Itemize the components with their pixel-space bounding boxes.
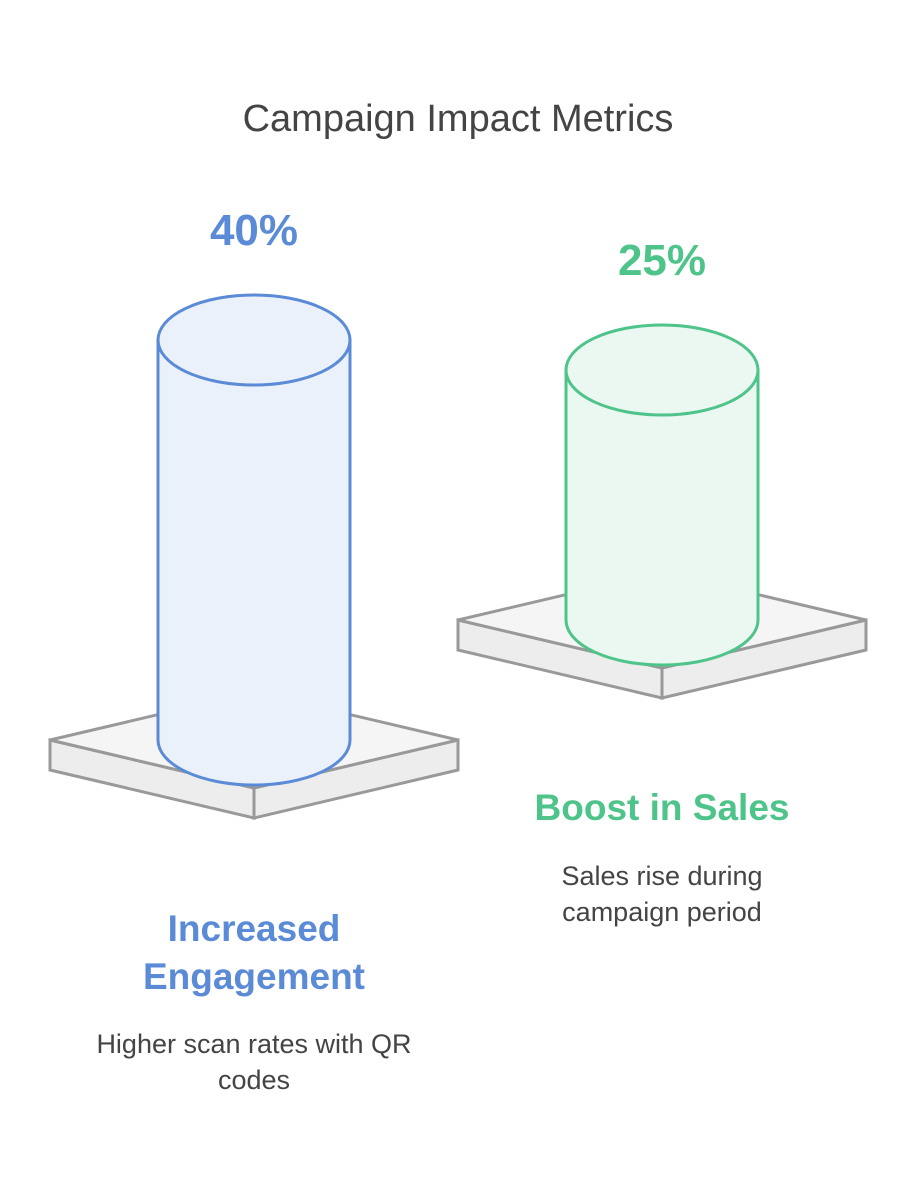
cylinder-top — [564, 323, 760, 417]
category-label: Boost in Sales — [534, 787, 790, 828]
cylinder — [564, 368, 760, 667]
item — [48, 293, 460, 820]
chart-title: Campaign Impact Metrics — [242, 98, 674, 140]
description: Sales rise during campaign period — [561, 861, 763, 927]
item — [456, 323, 868, 700]
value-label: 40% — [209, 206, 299, 255]
cylinder — [156, 338, 352, 787]
category-label: Increased Engagement — [142, 908, 366, 997]
cylinder-top — [156, 293, 352, 387]
value-label: 25% — [617, 236, 707, 285]
description: Higher scan rates with QR codes — [96, 1029, 412, 1095]
